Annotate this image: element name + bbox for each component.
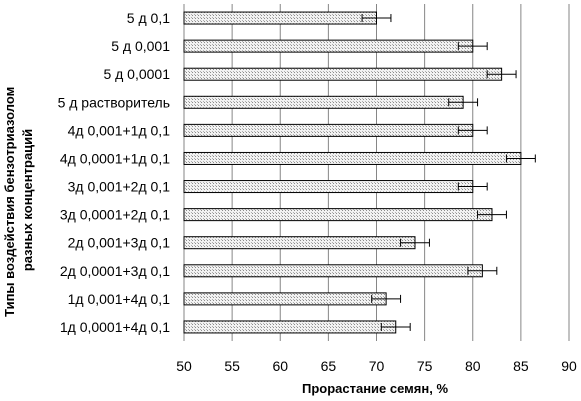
x-tick-85: 85 xyxy=(513,358,529,374)
x-axis-label: Прорастание семян, % xyxy=(302,381,448,396)
bar-7 xyxy=(183,208,493,222)
category-label-8: 2д 0,001+3д 0,1 xyxy=(68,235,171,251)
bars xyxy=(183,11,536,334)
x-tick-75: 75 xyxy=(417,358,433,374)
category-label-4: 4д 0,001+1д 0,1 xyxy=(68,122,171,138)
category-label-5: 4д 0,0001+1д 0,1 xyxy=(60,150,170,166)
bar-3 xyxy=(183,95,464,109)
x-tick-60: 60 xyxy=(272,358,288,374)
category-label-3: 5 д растворитель xyxy=(58,94,170,110)
category-labels: 5 д 0,1 5 д 0,001 5 д 0,0001 5 д растворите… xyxy=(58,10,171,335)
category-label-2: 5 д 0,0001 xyxy=(103,66,170,82)
x-tick-50: 50 xyxy=(176,358,192,374)
bar-5 xyxy=(183,151,522,165)
x-tick-labels: 50 55 60 65 70 75 80 85 90 xyxy=(176,358,577,374)
category-label-1: 5 д 0,001 xyxy=(111,38,170,54)
x-tick-80: 80 xyxy=(465,358,481,374)
bar-2 xyxy=(183,67,503,81)
bar-11 xyxy=(183,320,397,334)
x-tick-55: 55 xyxy=(224,358,240,374)
y-axis-label-line-1: Типы воздействия бензотриазолом xyxy=(2,87,17,317)
bar-1 xyxy=(183,39,474,53)
bar-10 xyxy=(183,292,387,306)
category-label-11: 1д 0,0001+4д 0,1 xyxy=(60,319,170,335)
bar-9 xyxy=(183,264,483,278)
y-axis-label-line-2: разных концентраций xyxy=(20,129,35,271)
category-label-0: 5 д 0,1 xyxy=(127,10,170,26)
grid-lines xyxy=(183,4,570,341)
y-axis-label: Типы воздействия бензотриазолом разных к… xyxy=(2,83,35,317)
category-label-7: 3д 0,0001+2д 0,1 xyxy=(60,207,170,223)
category-label-9: 2д 0,0001+3д 0,1 xyxy=(60,263,170,279)
x-tick-65: 65 xyxy=(321,358,337,374)
bar-8 xyxy=(183,236,416,250)
category-label-6: 3д 0,001+2д 0,1 xyxy=(68,179,171,195)
category-label-10: 1д 0,001+4д 0,1 xyxy=(68,291,171,307)
bar-4 xyxy=(183,123,474,137)
x-tick-70: 70 xyxy=(369,358,385,374)
bar-6 xyxy=(183,180,474,194)
x-tick-90: 90 xyxy=(561,358,577,374)
bar-0 xyxy=(183,11,377,25)
